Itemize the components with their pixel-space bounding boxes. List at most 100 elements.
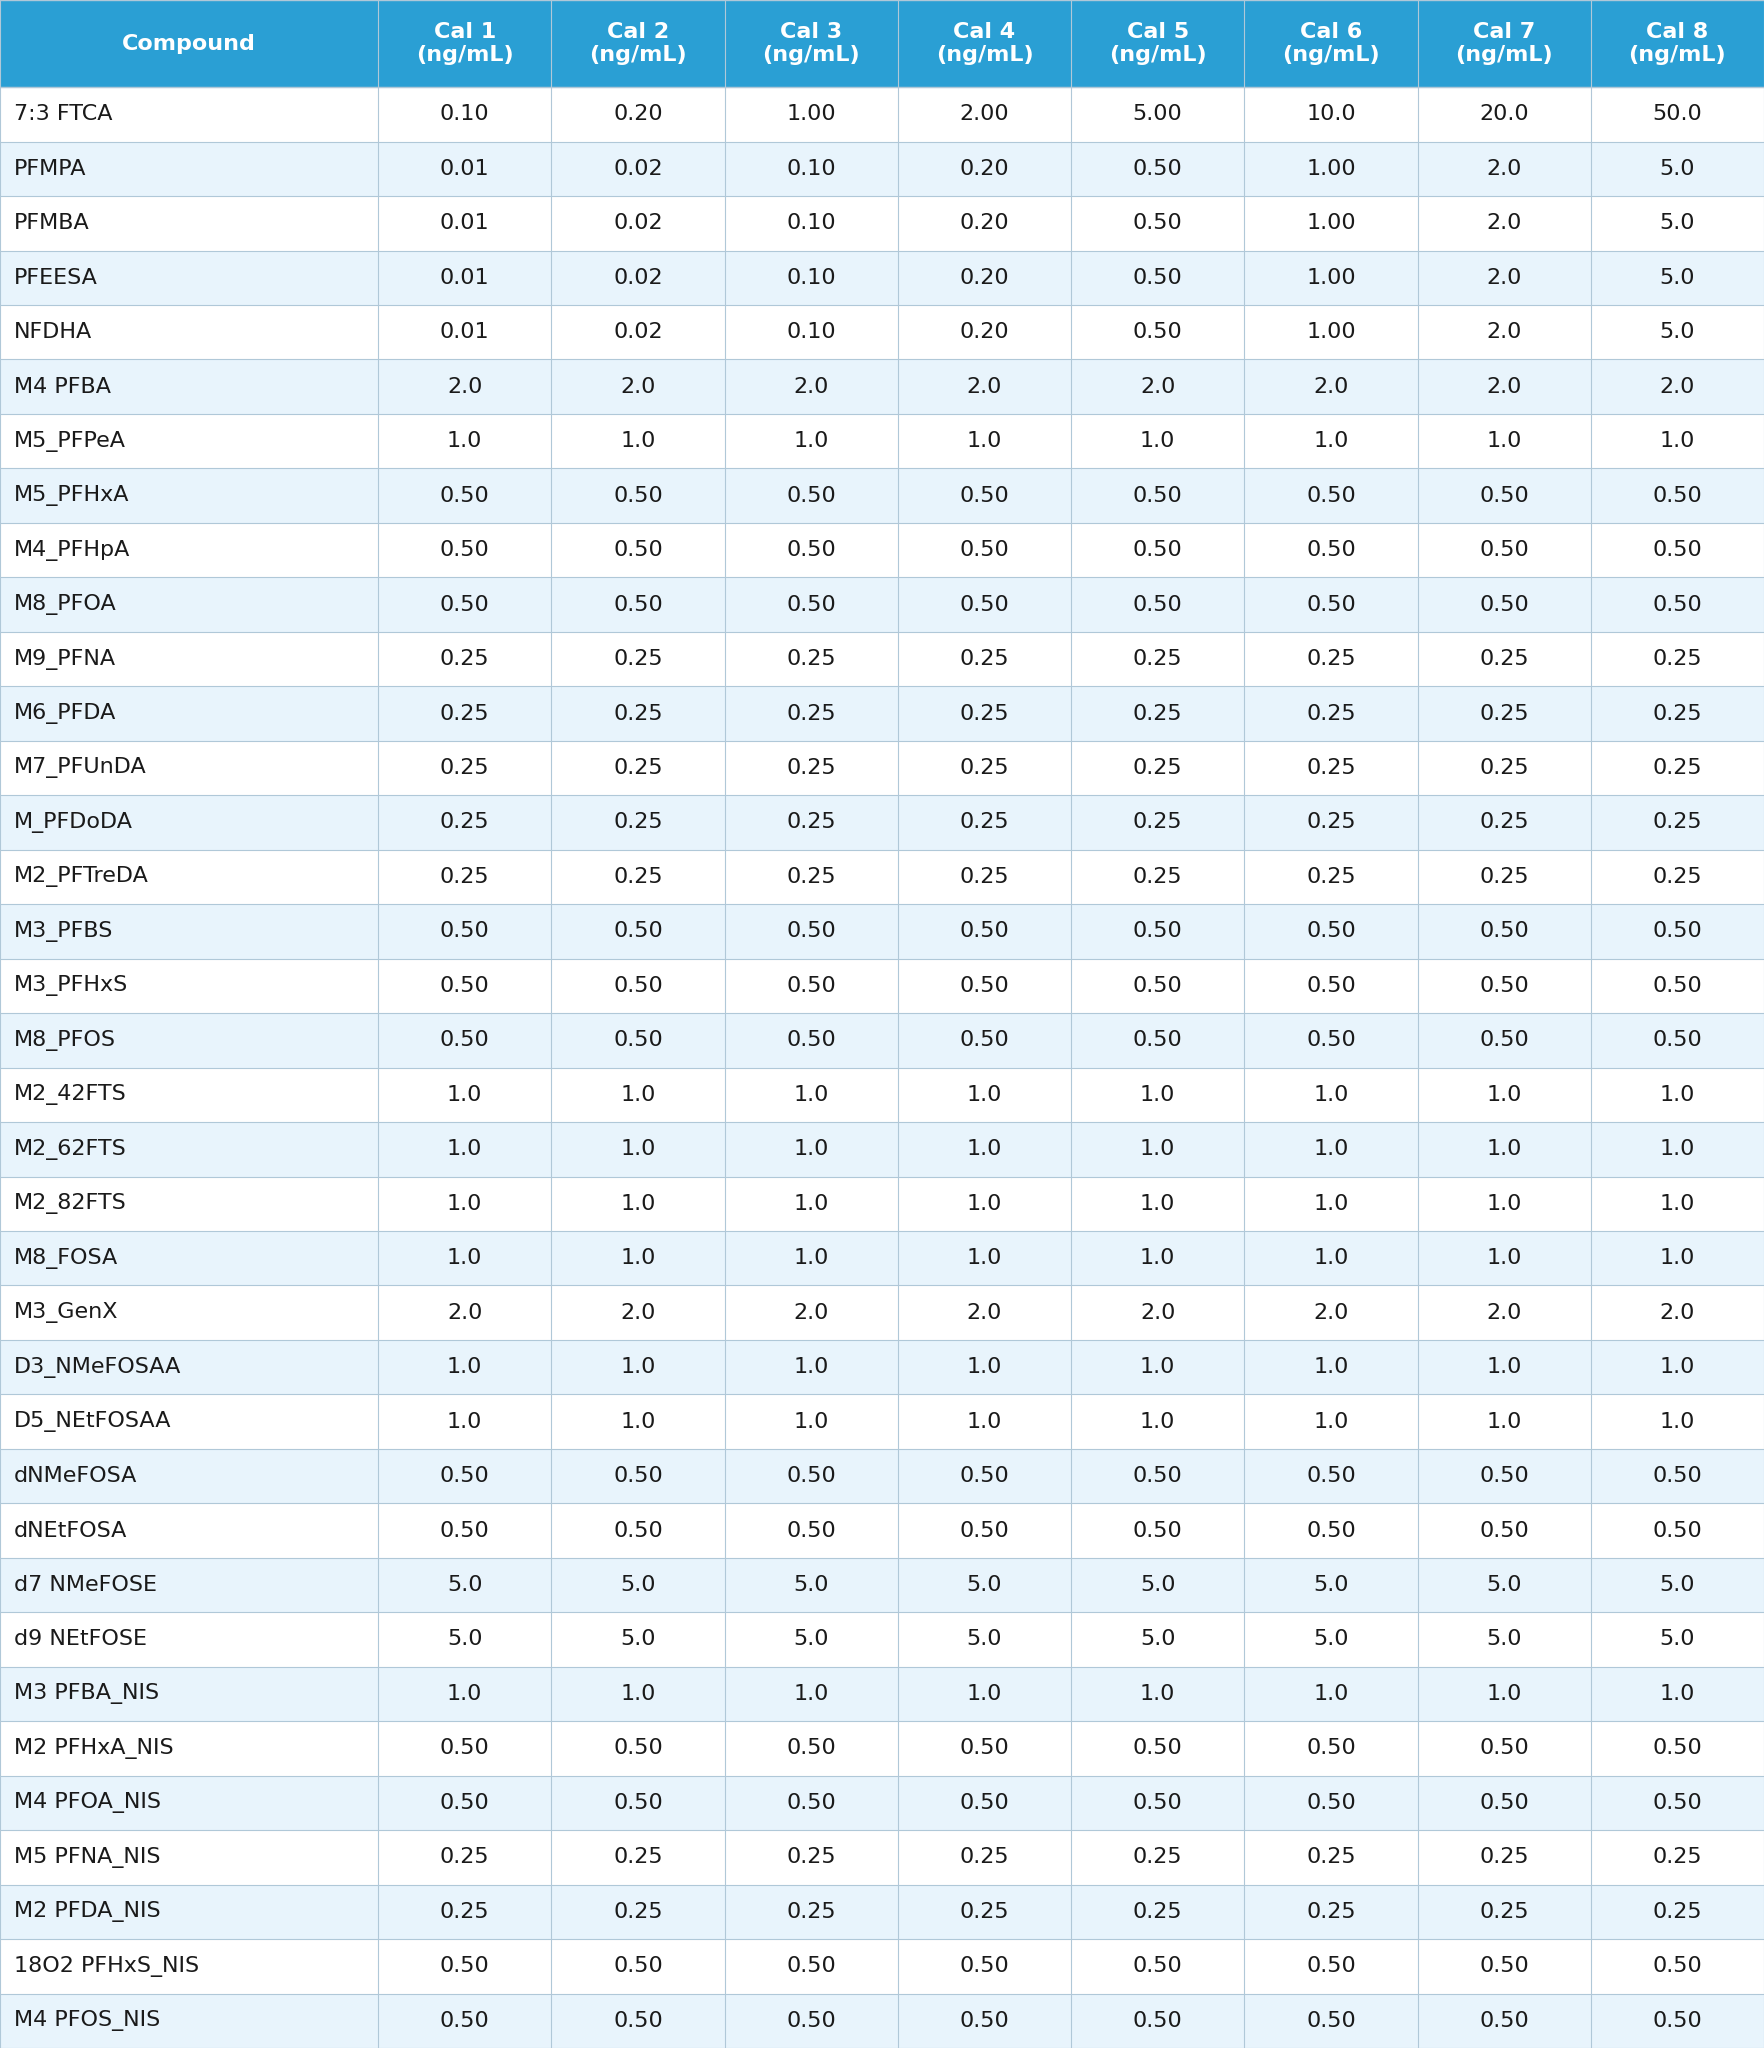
Bar	[0, 795, 377, 850]
Bar	[1071, 903, 1244, 958]
Bar	[898, 1448, 1071, 1503]
Text: 0.50: 0.50	[1132, 268, 1182, 289]
Text: 0.50: 0.50	[439, 594, 490, 614]
Bar	[377, 1231, 552, 1286]
Bar	[898, 1667, 1071, 1720]
Bar	[377, 1395, 552, 1448]
Text: 0.50: 0.50	[1480, 2011, 1529, 2032]
Bar	[552, 305, 725, 360]
Text: 0.50: 0.50	[1132, 485, 1182, 506]
Bar	[1071, 1993, 1244, 2048]
Bar	[1418, 0, 1591, 88]
Text: 0.02: 0.02	[614, 160, 663, 178]
Text: 0.25: 0.25	[787, 813, 836, 831]
Text: M2_42FTS: M2_42FTS	[14, 1083, 127, 1106]
Bar	[0, 1559, 377, 1612]
Text: 2.0: 2.0	[1312, 1303, 1349, 1323]
Text: 5.0: 5.0	[1660, 322, 1695, 342]
Text: M3_PFBS: M3_PFBS	[14, 922, 113, 942]
Text: 5.0: 5.0	[1140, 1630, 1175, 1649]
Bar	[725, 633, 898, 686]
Text: 2.0: 2.0	[1487, 377, 1522, 397]
Bar	[552, 795, 725, 850]
Text: 1.0: 1.0	[1312, 1683, 1349, 1704]
Bar	[1591, 360, 1764, 414]
Bar	[377, 414, 552, 469]
Text: Cal 5
(ng/mL): Cal 5 (ng/mL)	[1110, 23, 1207, 66]
Bar	[377, 0, 552, 88]
Text: 1.0: 1.0	[621, 1411, 656, 1432]
Bar	[1244, 88, 1418, 141]
Text: 1.0: 1.0	[1660, 1411, 1695, 1432]
Bar	[377, 250, 552, 305]
Text: 0.20: 0.20	[960, 213, 1009, 233]
Text: 1.0: 1.0	[446, 1411, 482, 1432]
Text: 0.25: 0.25	[1305, 758, 1357, 778]
Bar	[0, 1067, 377, 1122]
Bar	[377, 1667, 552, 1720]
Text: 0.25: 0.25	[1305, 1847, 1357, 1868]
Text: 18O2 PFHxS_NIS: 18O2 PFHxS_NIS	[14, 1956, 199, 1976]
Bar	[1591, 578, 1764, 633]
Text: 0.25: 0.25	[787, 1847, 836, 1868]
Text: 2.0: 2.0	[446, 1303, 482, 1323]
Text: 5.0: 5.0	[621, 1575, 656, 1595]
Text: 0.50: 0.50	[787, 1956, 836, 1976]
Text: 1.0: 1.0	[446, 1358, 482, 1376]
Bar	[377, 1067, 552, 1122]
Text: M2_PFTreDA: M2_PFTreDA	[14, 866, 148, 887]
Text: 0.50: 0.50	[1132, 322, 1182, 342]
Bar	[377, 197, 552, 250]
Bar	[1071, 1720, 1244, 1776]
Bar	[725, 1884, 898, 1939]
Bar	[725, 250, 898, 305]
Bar	[377, 1559, 552, 1612]
Bar	[1591, 958, 1764, 1014]
Bar	[0, 578, 377, 633]
Bar	[1591, 795, 1764, 850]
Bar	[1418, 1286, 1591, 1339]
Text: 1.0: 1.0	[446, 1139, 482, 1159]
Text: 0.25: 0.25	[614, 758, 663, 778]
Text: M4 PFOS_NIS: M4 PFOS_NIS	[14, 2011, 161, 2032]
Text: 1.0: 1.0	[446, 432, 482, 451]
Bar	[552, 88, 725, 141]
Text: 1.0: 1.0	[967, 1085, 1002, 1104]
Bar	[1591, 141, 1764, 197]
Text: 0.25: 0.25	[1653, 866, 1702, 887]
Bar	[898, 1067, 1071, 1122]
Text: M3_GenX: M3_GenX	[14, 1303, 118, 1323]
Bar	[898, 1176, 1071, 1231]
Text: 1.0: 1.0	[621, 432, 656, 451]
Text: 0.25: 0.25	[960, 866, 1009, 887]
Bar	[552, 1667, 725, 1720]
Bar	[1244, 469, 1418, 522]
Text: M4 PFOA_NIS: M4 PFOA_NIS	[14, 1792, 161, 1812]
Text: 1.00: 1.00	[1305, 160, 1357, 178]
Text: 0.01: 0.01	[439, 322, 490, 342]
Bar	[1591, 88, 1764, 141]
Bar	[377, 903, 552, 958]
Bar	[0, 1339, 377, 1395]
Text: 1.0: 1.0	[1660, 1683, 1695, 1704]
Text: 0.02: 0.02	[614, 268, 663, 289]
Bar	[1591, 1067, 1764, 1122]
Bar	[898, 1720, 1071, 1776]
Bar	[377, 578, 552, 633]
Text: 0.50: 0.50	[1653, 541, 1702, 559]
Text: 1.0: 1.0	[794, 1358, 829, 1376]
Text: 0.25: 0.25	[1480, 758, 1529, 778]
Text: 0.50: 0.50	[614, 541, 663, 559]
Text: 5.0: 5.0	[1660, 1630, 1695, 1649]
Text: 1.0: 1.0	[967, 1247, 1002, 1268]
Bar	[1418, 1014, 1591, 1067]
Text: 0.25: 0.25	[1653, 813, 1702, 831]
Bar	[725, 197, 898, 250]
Text: 0.50: 0.50	[439, 1739, 490, 1759]
Text: 5.0: 5.0	[794, 1630, 829, 1649]
Bar	[0, 958, 377, 1014]
Bar	[552, 1993, 725, 2048]
Text: 2.0: 2.0	[794, 1303, 829, 1323]
Bar	[1418, 1831, 1591, 1884]
Text: 0.25: 0.25	[1480, 705, 1529, 723]
